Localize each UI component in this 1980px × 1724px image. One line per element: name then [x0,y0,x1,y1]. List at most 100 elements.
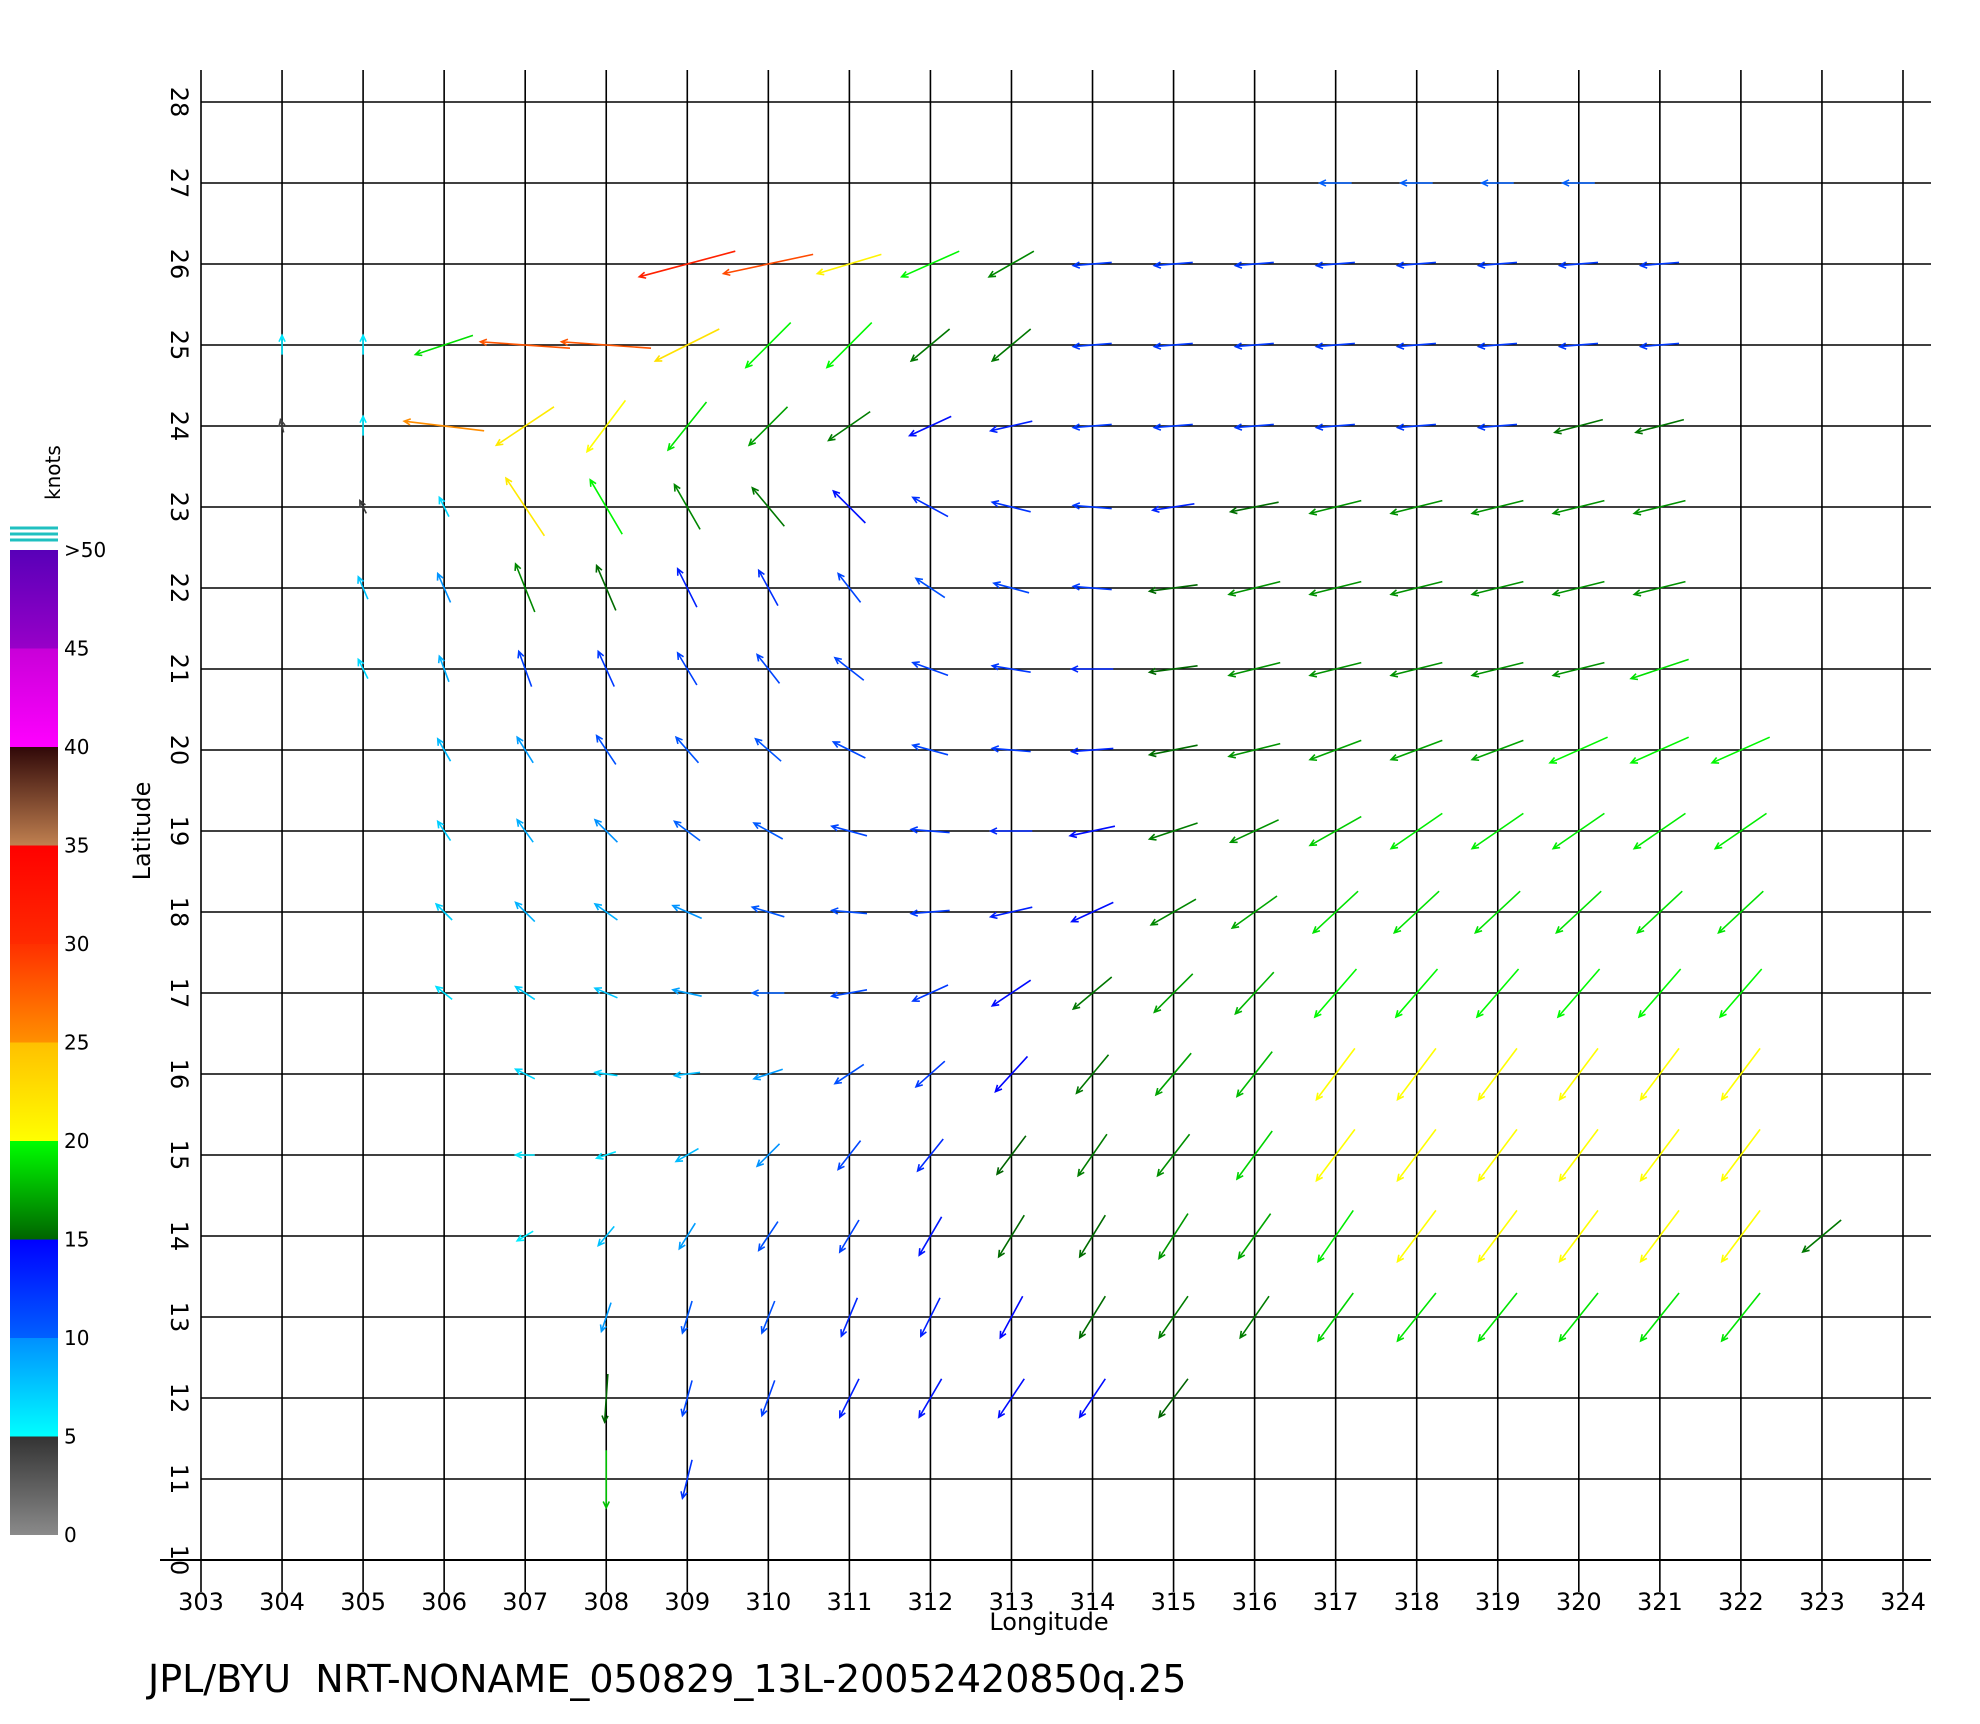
wind-vector [1234,971,1275,1016]
x-tick-label: 324 [1880,1588,1926,1616]
wind-vector [918,1216,943,1257]
wind-vector [1474,890,1521,935]
wind-vector [513,1068,536,1080]
wind-vector [995,1135,1027,1176]
x-tick-label: 310 [745,1588,791,1616]
wind-vector [1069,747,1114,755]
wind-vector [907,415,952,437]
wind-vector [987,250,1035,278]
wind-vector [1551,812,1605,850]
y-tick-label: 26 [165,249,193,280]
colorbar-tick-label: 5 [64,1425,77,1449]
x-tick-label: 322 [1718,1588,1764,1616]
wind-vector [1070,901,1114,923]
wind-vector [1629,658,1689,681]
wind-vector [676,651,698,686]
wind-vector [494,406,555,447]
wind-vector [997,1378,1025,1419]
wind-vector [1717,890,1764,935]
wind-vector [1639,1047,1680,1102]
wind-vector [829,989,868,999]
wind-vector [438,495,450,517]
wind-vector [1396,1128,1437,1183]
wind-vector [1235,1051,1273,1098]
wind-vector [909,909,950,917]
wind-vector [674,735,700,764]
wind-vector [1479,179,1514,187]
wind-vector [1150,503,1195,514]
wind-vector [357,575,369,600]
wind-vector [1227,580,1281,597]
x-tick-label: 312 [908,1588,954,1616]
wind-vector [1801,1219,1842,1254]
wind-vector [517,649,533,687]
colorbar-bin [10,747,58,846]
wind-vector [436,571,452,603]
wind-vector [1235,1130,1273,1181]
wind-vector [516,818,534,843]
wind-vector [1152,261,1193,269]
wind-vector [911,496,949,518]
x-tick-label: 309 [664,1588,710,1616]
wind-vector [755,1143,781,1168]
wind-vector [909,328,951,363]
y-tick-label: 17 [165,978,193,1009]
wind-vector [595,734,617,765]
wind-vector [1071,261,1112,269]
wind-vector [666,401,708,452]
wind-vector [1720,1128,1761,1183]
wind-vector [899,250,960,278]
wind-vector [436,819,452,842]
wind-vector [1316,1292,1354,1343]
wind-vector [827,410,871,442]
y-tick-label: 19 [165,816,193,847]
wind-vector [1477,1128,1518,1183]
wind-vector [838,1378,860,1419]
colorbar-bin [10,1239,58,1338]
wind-vector [833,656,865,681]
wind-vector [1389,661,1443,678]
wind-vector [601,1373,609,1424]
wind-vector [721,253,814,277]
colorbar-tick-label: 40 [64,735,89,759]
wind-vector [1156,1133,1191,1178]
wind-vector [747,406,789,447]
wind-vector [831,741,866,759]
wind-vector [1311,890,1359,935]
colorbar-tick-label: 35 [64,834,89,858]
wind-vector [1158,1213,1189,1260]
wind-vector [914,577,946,599]
wind-vector [1154,1052,1192,1097]
wind-vector [990,979,1032,1007]
wind-vector [840,1297,859,1338]
wind-vector [434,902,453,921]
wind-vector [595,563,617,611]
wind-vector [1558,1128,1599,1183]
y-tick-label: 21 [165,654,193,685]
y-axis-label: Latitude [128,782,156,881]
wind-vector [1558,1292,1599,1343]
colorbar-tick-label: 15 [64,1228,89,1252]
wind-vector [990,328,1032,363]
wind-vector [1314,261,1355,269]
colorbar-tick-label: 45 [64,637,89,661]
wind-vector [829,907,868,915]
x-tick-label: 323 [1799,1588,1845,1616]
wind-vector [1147,665,1198,676]
wind-vector [673,483,701,530]
wind-vector [1551,580,1605,597]
wind-vector [680,1459,693,1500]
wind-vector [825,322,873,369]
wind-vector [1396,1209,1437,1264]
wind-vector [1394,968,1439,1019]
wind-vector [999,1295,1024,1340]
colorbar-bin [10,1042,58,1141]
wind-vector [990,745,1031,753]
wind-vector [593,902,618,921]
wind-vector [760,1300,776,1335]
wind-vector [1147,744,1198,758]
colorbar-tick-label: 20 [64,1129,89,1153]
wind-vector [837,572,862,603]
y-tick-label: 20 [165,735,193,766]
wind-vector [437,654,450,683]
